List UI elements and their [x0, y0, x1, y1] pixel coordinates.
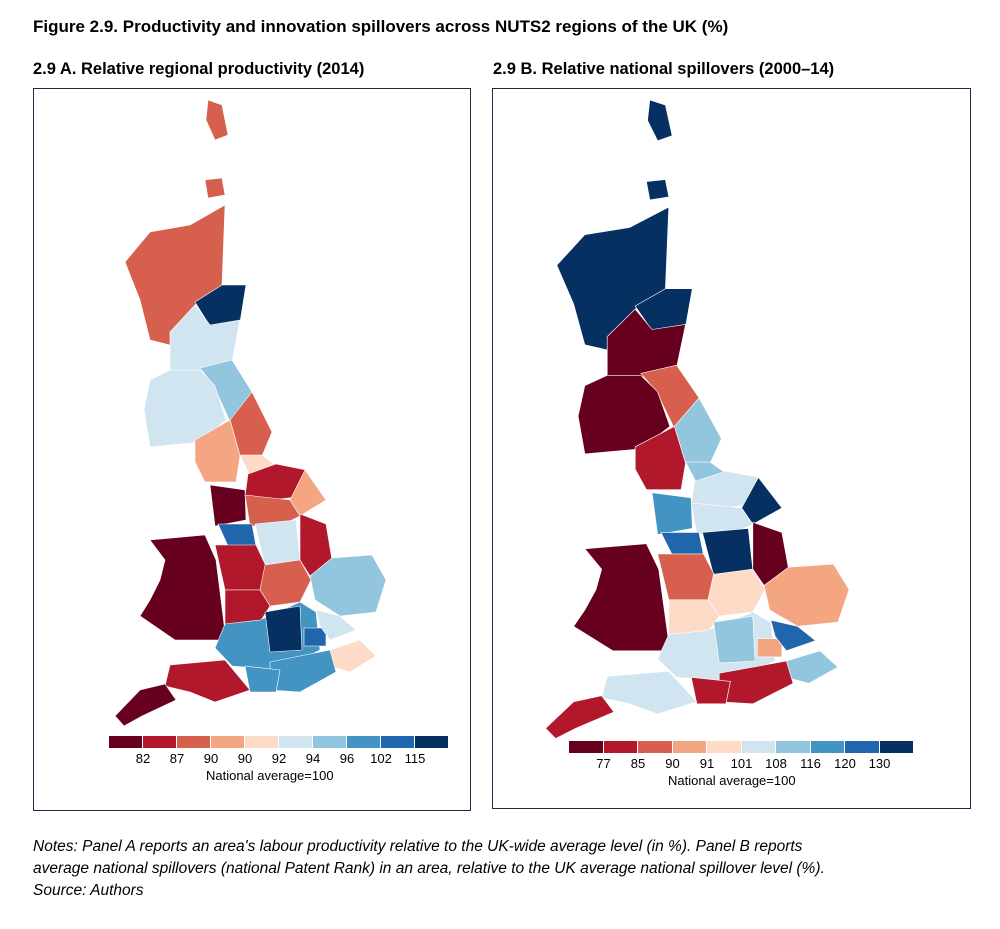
legend-tick: 92 — [271, 751, 287, 766]
legend-swatch — [707, 741, 741, 753]
legend-swatch — [245, 736, 278, 748]
legend-tick: 108 — [765, 756, 787, 771]
legend-swatch — [741, 741, 775, 753]
source-line: Source: Authors — [33, 882, 144, 899]
legend-swatch — [347, 736, 380, 748]
notes-line-2: average national spillovers (national Pa… — [33, 860, 825, 877]
notes-line-1: Notes: Panel A reports an area's labour … — [33, 838, 803, 855]
legend-swatch — [415, 736, 448, 748]
panel-b-legend — [569, 741, 914, 753]
legend-swatch — [177, 736, 210, 748]
legend-swatch — [879, 741, 913, 753]
panel-a-legend-caption: National average=100 — [206, 768, 334, 783]
legend-tick: 101 — [730, 756, 753, 771]
legend-swatch — [109, 736, 142, 748]
legend-tick: 102 — [370, 751, 392, 766]
legend-swatch — [279, 736, 312, 748]
legend-tick: 90 — [237, 751, 253, 766]
legend-tick: 96 — [339, 751, 355, 766]
panel-a-legend — [109, 736, 449, 748]
notes: Notes: Panel A reports an area's labour … — [33, 836, 983, 902]
legend-tick: 82 — [135, 751, 151, 766]
legend-swatch — [313, 736, 346, 748]
legend-swatch — [143, 736, 176, 748]
figure-title: Figure 2.9. Productivity and innovation … — [33, 17, 729, 36]
legend-tick: 94 — [305, 751, 321, 766]
legend-tick: 120 — [834, 756, 856, 771]
legend-tick: 85 — [630, 756, 646, 771]
legend-tick: 130 — [868, 756, 891, 771]
legend-tick: 115 — [404, 751, 426, 766]
panel-b-frame — [492, 88, 971, 809]
legend-tick: 87 — [169, 751, 185, 766]
legend-tick: 77 — [596, 756, 611, 771]
legend-swatch — [672, 741, 706, 753]
legend-tick: 116 — [800, 756, 821, 771]
panel-a-frame — [33, 88, 471, 811]
legend-swatch — [776, 741, 810, 753]
legend-swatch — [381, 736, 414, 748]
legend-tick: 90 — [203, 751, 219, 766]
legend-tick: 90 — [665, 756, 680, 771]
panel-b-legend-caption: National average=100 — [668, 773, 796, 788]
legend-swatch — [603, 741, 637, 753]
legend-swatch — [810, 741, 844, 753]
panel-a-subtitle: 2.9 A. Relative regional productivity (2… — [33, 60, 365, 78]
legend-tick: 91 — [699, 756, 715, 771]
legend-swatch — [211, 736, 244, 748]
legend-swatch — [638, 741, 672, 753]
legend-swatch — [845, 741, 879, 753]
panel-b-subtitle: 2.9 B. Relative national spillovers (200… — [493, 60, 835, 78]
legend-swatch — [569, 741, 603, 753]
